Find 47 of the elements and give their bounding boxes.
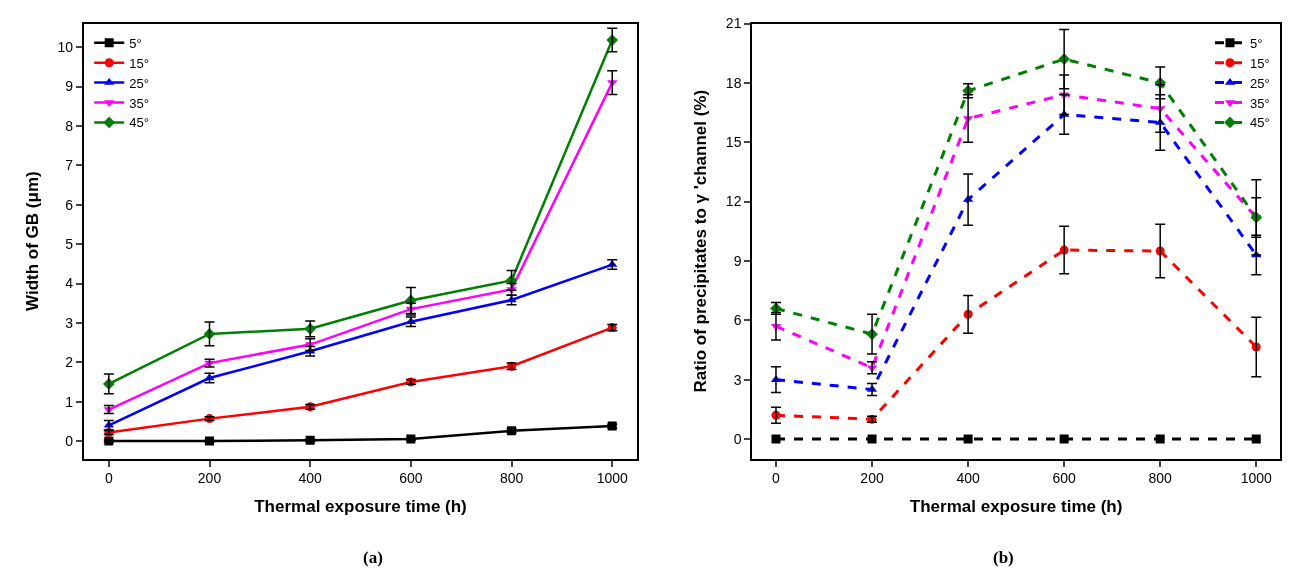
- y-tick-label: 10: [57, 39, 74, 56]
- y-tick-label: 15: [725, 134, 742, 151]
- y-tick-label: 18: [725, 74, 742, 91]
- x-tick-label: 1000: [596, 470, 629, 487]
- x-tick-label: 0: [104, 470, 113, 487]
- x-tick-label: 600: [1052, 470, 1077, 487]
- legend-label: 25°: [129, 75, 149, 91]
- y-tick-label: 4: [65, 275, 74, 292]
- y-tick-label: 7: [65, 157, 74, 174]
- text: (a): [363, 548, 383, 567]
- x-axis-title: Thermal exposure time (h): [254, 497, 467, 517]
- x-tick-label: 200: [197, 470, 222, 487]
- y-tick-label: 8: [65, 117, 74, 134]
- y-axis-title: Ratio of precipitates to γ 'channel (%): [690, 89, 710, 393]
- x-tick-label: 800: [1148, 470, 1173, 487]
- y-tick-label: 0: [65, 432, 74, 449]
- y-tick-label: 9: [733, 252, 742, 269]
- x-tick-label: 1000: [1240, 470, 1273, 487]
- legend-label: 5°: [129, 35, 142, 51]
- y-tick-label: 12: [725, 193, 742, 210]
- legend-label: 5°: [1249, 35, 1263, 51]
- legend-label: 45°: [1249, 115, 1270, 131]
- legend-label: 15°: [129, 55, 149, 71]
- y-tick-label: 21: [725, 15, 742, 32]
- x-tick-label: 800: [499, 470, 524, 487]
- y-tick-label: 3: [733, 371, 742, 388]
- x-tick-label: 400: [956, 470, 980, 487]
- x-axis-title: Thermal exposure time (h): [909, 497, 1123, 517]
- y-tick-label: 3: [65, 314, 74, 331]
- text: (b): [993, 548, 1014, 567]
- y-axis-title: Width of GB (μm): [22, 171, 42, 311]
- y-tick-label: 5: [65, 236, 74, 253]
- y-tick-label: 6: [733, 312, 742, 329]
- x-tick-label: 200: [860, 470, 884, 487]
- y-tick-label: 2: [65, 354, 74, 371]
- x-tick-label: 600: [399, 470, 423, 487]
- legend-label: 35°: [129, 95, 149, 111]
- y-tick-label: 1: [65, 393, 74, 410]
- x-tick-label: 400: [298, 470, 323, 487]
- legend-label: 35°: [1249, 95, 1270, 111]
- y-tick-label: 0: [733, 430, 742, 447]
- legend-label: 15°: [1249, 55, 1270, 71]
- legend-label: 25°: [1249, 75, 1270, 91]
- x-tick-label: 0: [772, 470, 781, 487]
- legend-label: 45°: [129, 115, 149, 131]
- y-tick-label: 9: [65, 78, 74, 95]
- y-tick-label: 6: [65, 196, 74, 213]
